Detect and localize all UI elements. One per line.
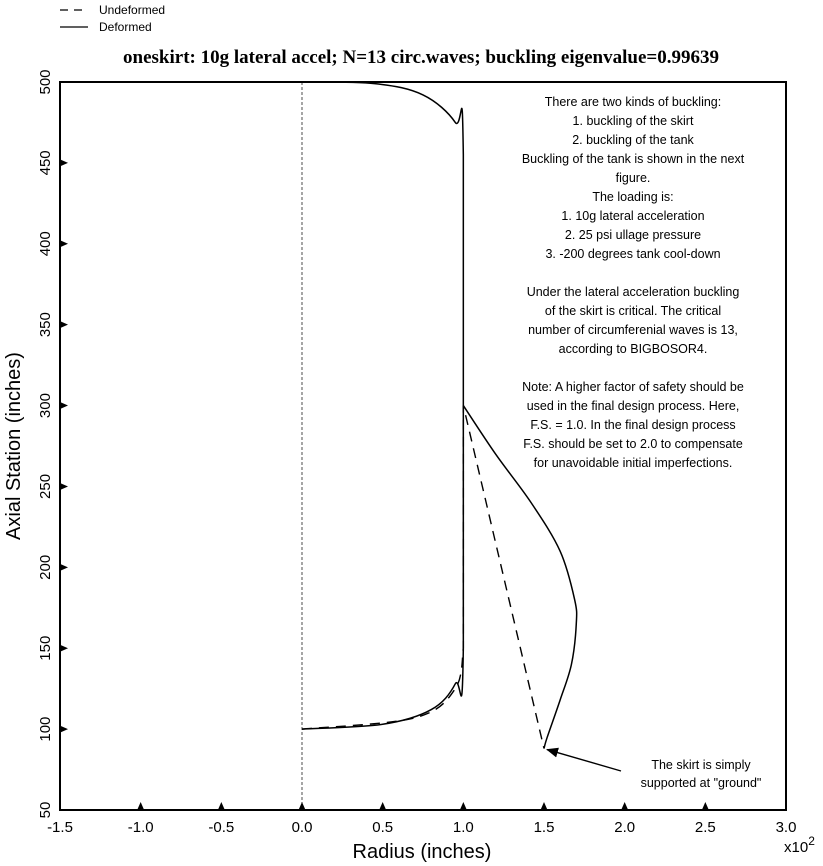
annotation-line: number of circumferenial waves is 13, xyxy=(528,323,738,337)
x-tick-marker xyxy=(379,802,387,810)
x-tick-label: -1.5 xyxy=(47,819,73,836)
annotation-line: 2. buckling of the tank xyxy=(572,133,694,147)
annotation-line: F.S. = 1.0. In the final design process xyxy=(530,418,735,432)
series-group xyxy=(301,81,578,749)
x-tick-label: 0.0 xyxy=(292,819,313,836)
annotation-line: There are two kinds of buckling: xyxy=(545,95,721,109)
y-tick-marker xyxy=(60,563,68,571)
x-multiplier: x102 xyxy=(784,834,815,856)
y-tick-marker xyxy=(60,240,68,248)
x-tick-label: 2.0 xyxy=(614,819,635,836)
legend-label-deformed: Deformed xyxy=(99,20,152,34)
plot-frame xyxy=(59,81,787,811)
x-tick-marker xyxy=(137,802,145,810)
x-tick-marker xyxy=(701,802,709,810)
annotation-line: for unavoidable initial imperfections. xyxy=(534,456,733,470)
arrow-line xyxy=(546,747,622,772)
y-tick-labels: 50 100 150 200 250 300 350 400 450 500 xyxy=(37,69,54,818)
y-tick-label: 250 xyxy=(37,474,54,499)
x-tick-marker xyxy=(621,802,629,810)
x-multiplier-base: x10 xyxy=(784,839,808,856)
chart-title: oneskirt: 10g lateral accel; N=13 circ.w… xyxy=(123,47,719,68)
y-tick-marker xyxy=(60,402,68,410)
annotation-line: The loading is: xyxy=(592,190,673,204)
annotation-line: figure. xyxy=(616,171,651,185)
y-tick-label: 500 xyxy=(37,69,54,94)
annotation-line: Under the lateral acceleration buckling xyxy=(527,285,740,299)
y-tick-marker xyxy=(60,725,68,733)
legend: Undeformed Deformed xyxy=(60,3,165,34)
annotation-line: of the skirt is critical. The critical xyxy=(545,304,721,318)
x-axis-label: Radius (inches) xyxy=(353,841,492,863)
y-tick-label: 450 xyxy=(37,150,54,175)
axis-markers xyxy=(60,159,709,810)
series-deformed xyxy=(462,405,578,749)
annotation-line: 2. 25 psi ullage pressure xyxy=(565,228,701,242)
arrow-note-line: The skirt is simply xyxy=(651,758,751,772)
annotation-line: Note: A higher factor of safety should b… xyxy=(522,380,744,394)
y-tick-label: 350 xyxy=(37,312,54,337)
y-tick-marker xyxy=(60,482,68,490)
y-tick-marker xyxy=(60,644,68,652)
arrow-note-line: supported at "ground" xyxy=(641,776,762,790)
series-undeformed xyxy=(301,405,545,749)
y-tick-label: 300 xyxy=(37,393,54,418)
y-tick-label: 150 xyxy=(37,636,54,661)
x-tick-marker xyxy=(298,802,306,810)
x-tick-label: -0.5 xyxy=(208,819,234,836)
annotation-text: There are two kinds of buckling: 1. buckl… xyxy=(522,95,745,470)
annotation-line: 3. -200 degrees tank cool-down xyxy=(545,247,720,261)
annotation-line: used in the final design process. Here, xyxy=(527,399,740,413)
arrow-note-text: The skirt is simply supported at "ground" xyxy=(641,758,762,790)
x-tick-label: 1.0 xyxy=(453,819,474,836)
annotation-line: 1. 10g lateral acceleration xyxy=(561,209,704,223)
x-tick-marker xyxy=(540,802,548,810)
x-tick-label: 0.5 xyxy=(372,819,393,836)
y-axis-label: Axial Station (inches) xyxy=(3,352,25,540)
y-tick-label: 400 xyxy=(37,231,54,256)
y-tick-label: 100 xyxy=(37,717,54,742)
annotation-line: F.S. should be set to 2.0 to compensate xyxy=(523,437,743,451)
legend-label-undeformed: Undeformed xyxy=(99,3,165,17)
annotation-line: Buckling of the tank is shown in the nex… xyxy=(522,152,745,166)
x-tick-label: 1.5 xyxy=(534,819,555,836)
x-tick-label: -1.0 xyxy=(128,819,154,836)
y-tick-label: 200 xyxy=(37,555,54,580)
y-tick-marker xyxy=(60,321,68,329)
y-tick-label: 50 xyxy=(37,802,54,819)
x-tick-labels: -1.5 -1.0 -0.5 0.0 0.5 1.0 1.5 2.0 2.5 3.0 xyxy=(47,819,796,836)
y-tick-marker xyxy=(60,159,68,167)
x-tick-marker xyxy=(459,802,467,810)
series-deformed xyxy=(301,81,465,730)
x-multiplier-exponent: 2 xyxy=(808,834,815,848)
x-tick-label: 3.0 xyxy=(776,819,797,836)
annotation-line: according to BIGBOSOR4. xyxy=(559,342,708,356)
x-tick-marker xyxy=(217,802,225,810)
x-tick-label: 2.5 xyxy=(695,819,716,836)
annotation-line: 1. buckling of the skirt xyxy=(573,114,694,128)
